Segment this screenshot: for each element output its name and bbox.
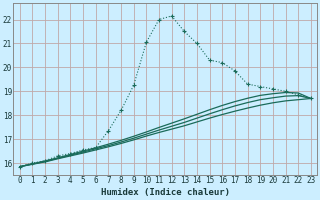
X-axis label: Humidex (Indice chaleur): Humidex (Indice chaleur) [101, 188, 230, 197]
